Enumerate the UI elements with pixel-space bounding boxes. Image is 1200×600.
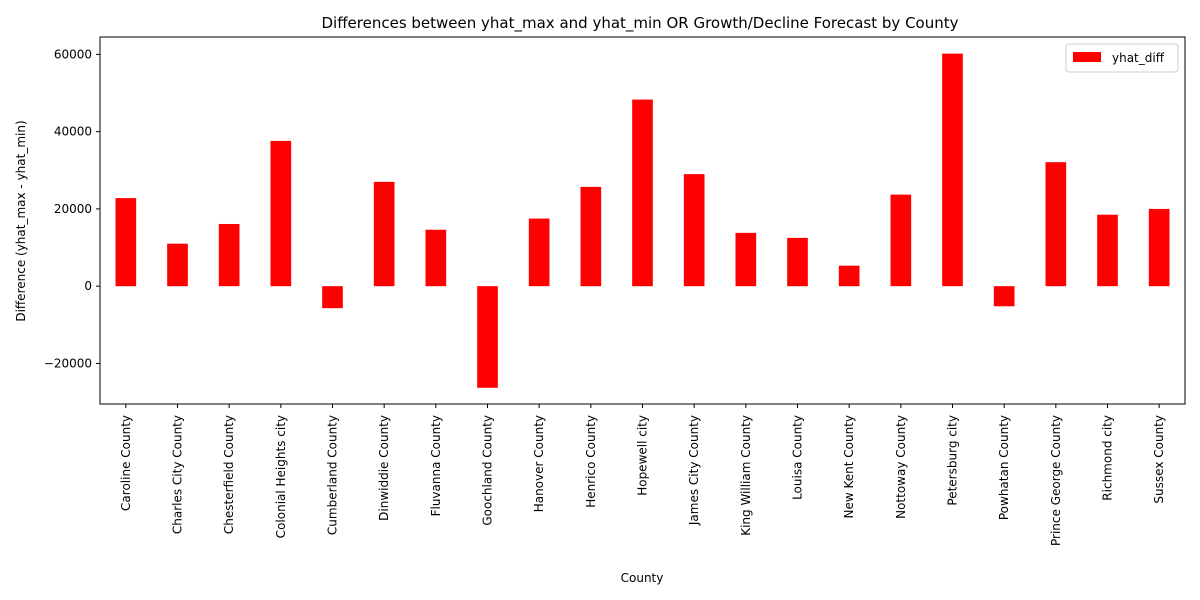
legend-label-yhat-diff: yhat_diff <box>1112 51 1165 65</box>
y-axis-title: Difference (yhat_max - yhat_min) <box>14 120 28 321</box>
x-tick-label: Sussex County <box>1152 415 1166 504</box>
x-tick-label: Henrico County <box>584 415 598 508</box>
chart-title: Differences between yhat_max and yhat_mi… <box>322 14 959 33</box>
legend-frame <box>1065 43 1179 73</box>
x-tick-label: Powhatan County <box>997 415 1011 520</box>
x-tick-label: Fluvanna County <box>429 415 443 516</box>
bar <box>787 237 808 287</box>
x-tick-label: Hopewell city <box>636 415 650 496</box>
y-tick-label: 0 <box>84 279 92 293</box>
bar <box>167 243 188 287</box>
x-tick-label: Richmond city <box>1101 415 1115 501</box>
x-tick-label: New Kent County <box>842 415 856 519</box>
bar <box>838 265 860 287</box>
bar <box>890 194 912 287</box>
legend: yhat_diff <box>1065 43 1179 73</box>
x-tick-label: Petersburg city <box>946 415 960 506</box>
bar <box>115 198 137 287</box>
bar <box>1148 208 1170 287</box>
bar <box>580 186 602 287</box>
x-axis-title: County <box>621 571 664 585</box>
x-tick-label: Charles City County <box>171 415 185 534</box>
x-tick-label: James City County <box>687 415 701 526</box>
x-tick-label: Cumberland County <box>326 415 340 535</box>
x-tick-label: Hanover County <box>532 415 546 512</box>
bar <box>218 223 240 287</box>
x-tick-label: Colonial Heights city <box>274 415 288 538</box>
bar <box>632 99 653 287</box>
bar <box>735 232 757 287</box>
x-tick-label: Goochland County <box>481 415 495 526</box>
bars-layer <box>115 53 1170 388</box>
legend-swatch-yhat-diff <box>1073 52 1101 62</box>
x-tick-label: Dinwiddie County <box>377 415 391 521</box>
bar <box>270 140 292 287</box>
y-axis-ticks: −20000 0 20000 40000 60000 <box>44 47 100 370</box>
y-tick-label: 40000 <box>54 125 92 139</box>
x-tick-label: Prince George County <box>1049 415 1063 546</box>
x-tick-label: Caroline County <box>119 415 133 511</box>
bar <box>993 286 1015 307</box>
x-axis-ticks: Caroline County Charles City County Cheste… <box>119 404 1166 546</box>
y-tick-label: 20000 <box>54 202 92 216</box>
x-tick-label: Louisa County <box>791 415 805 500</box>
bar <box>1045 162 1067 287</box>
bar <box>1097 214 1118 287</box>
bar <box>425 229 447 287</box>
bar <box>942 53 963 287</box>
bar <box>322 286 343 309</box>
x-tick-label: Chesterfield County <box>222 415 236 534</box>
bar <box>528 218 550 287</box>
bar <box>373 181 395 287</box>
bar <box>477 286 498 388</box>
y-tick-label: 60000 <box>54 47 92 61</box>
y-tick-label: −20000 <box>44 356 92 370</box>
x-tick-label: Nottoway County <box>894 415 908 519</box>
bar <box>683 174 705 287</box>
x-tick-label: King William County <box>739 415 753 536</box>
